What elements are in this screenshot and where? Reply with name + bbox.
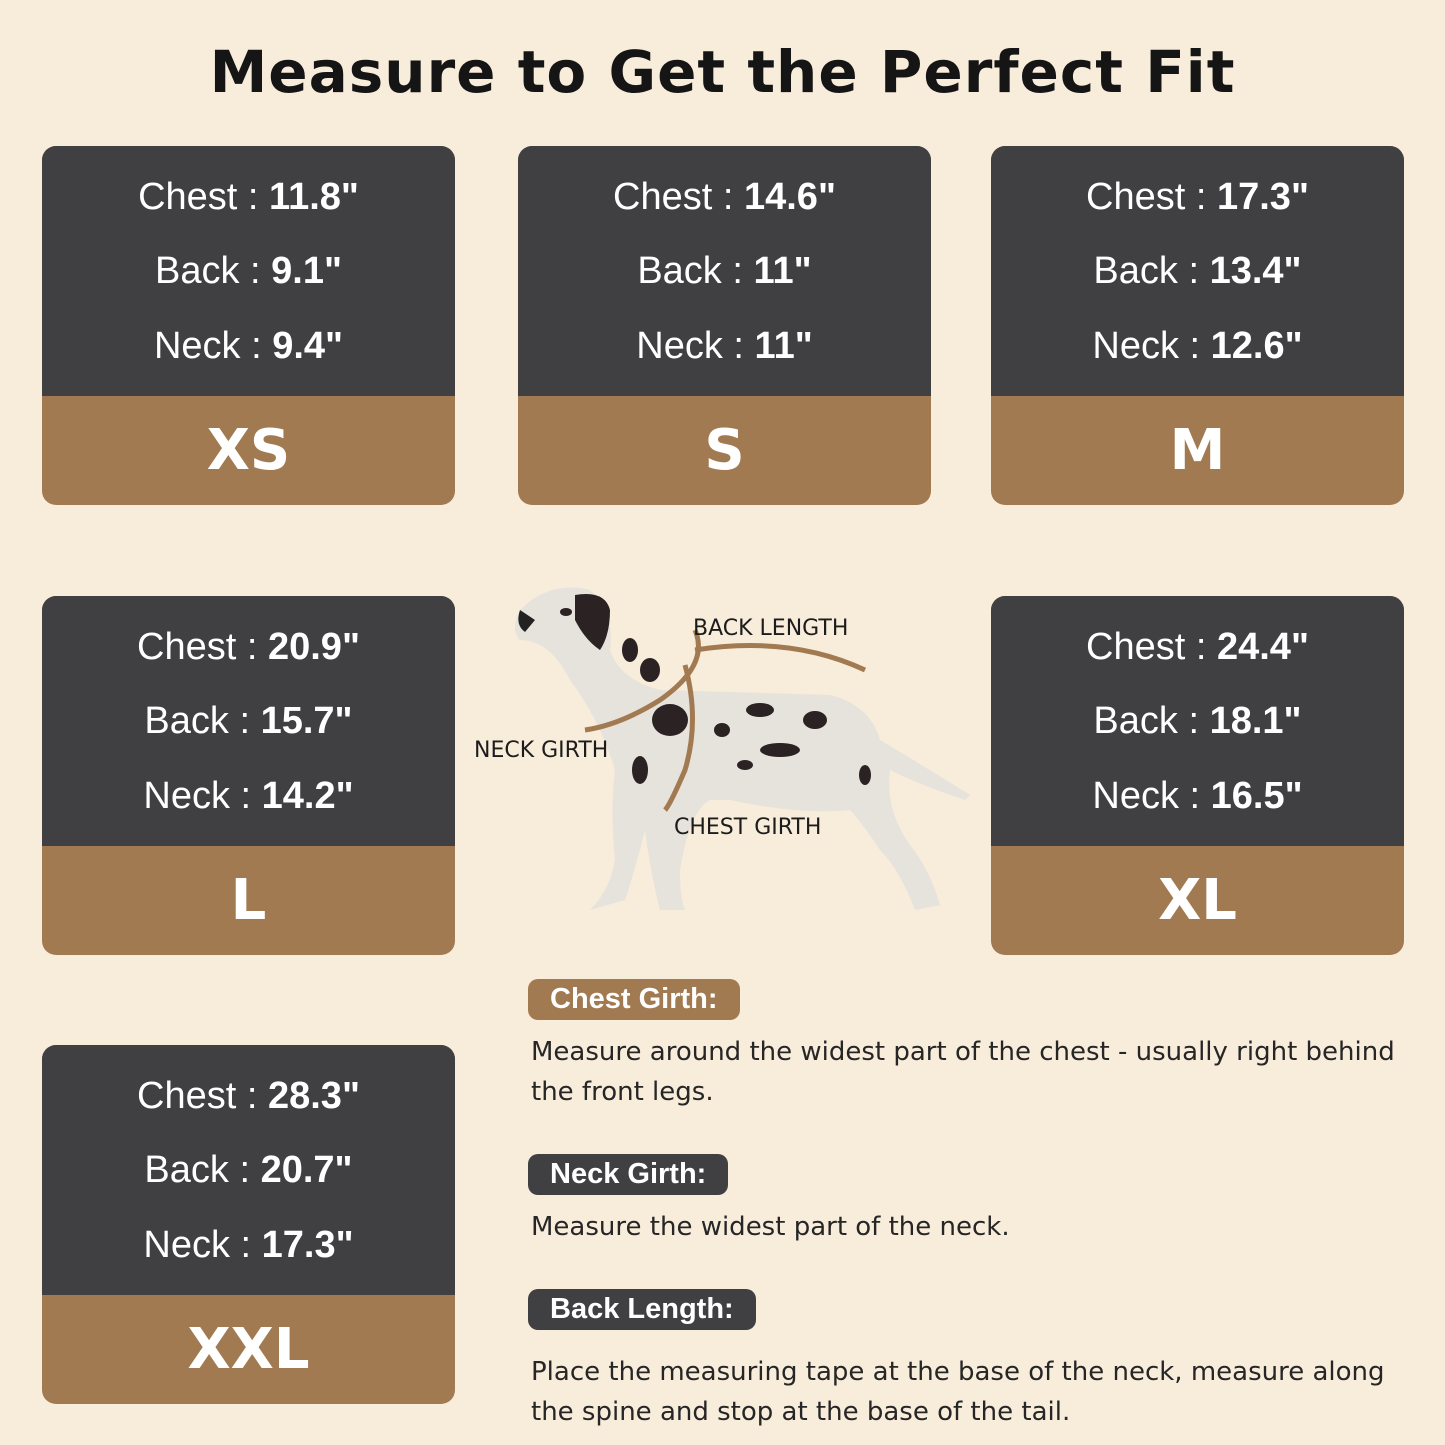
neck-row: Neck : 16.5" — [1092, 775, 1302, 818]
neck-label: Neck : — [1092, 775, 1211, 818]
measurements: Chest : 24.4" Back : 18.1" Neck : 16.5" — [991, 596, 1404, 846]
back-label: Back : — [155, 250, 272, 293]
chest-row: Chest : 14.6" — [613, 176, 836, 219]
neck-value: 17.3" — [261, 1224, 354, 1267]
neck-row: Neck : 11" — [636, 325, 812, 368]
back-length-heading: Back Length: — [528, 1289, 756, 1330]
neck-row: Neck : 17.3" — [143, 1224, 353, 1267]
back-row: Back : 15.7" — [144, 700, 352, 743]
back-label: Back : — [1093, 250, 1210, 293]
size-label: M — [1169, 418, 1226, 483]
neck-row: Neck : 12.6" — [1092, 325, 1302, 368]
back-length-label: BACK LENGTH — [693, 616, 849, 641]
neck-row: Neck : 14.2" — [143, 775, 353, 818]
measurements: Chest : 14.6" Back : 11" Neck : 11" — [518, 146, 931, 396]
neck-label: Neck : — [1092, 325, 1211, 368]
measurements: Chest : 28.3" Back : 20.7" Neck : 17.3" — [42, 1045, 455, 1295]
neck-value: 9.4" — [272, 325, 344, 368]
size-card-xl: Chest : 24.4" Back : 18.1" Neck : 16.5" XL — [991, 596, 1404, 955]
back-row: Back : 11" — [637, 250, 811, 293]
chest-label: Chest : — [1086, 175, 1217, 218]
chest-value: 14.6" — [743, 175, 836, 218]
size-card-xxl: Chest : 28.3" Back : 20.7" Neck : 17.3" XXL — [42, 1045, 455, 1404]
back-row: Back : 9.1" — [155, 250, 342, 293]
back-label: Back : — [144, 700, 261, 743]
page-title: Measure to Get the Perfect Fit — [209, 38, 1236, 106]
measurements: Chest : 11.8" Back : 9.1" Neck : 9.4" — [42, 146, 455, 396]
size-card-l: Chest : 20.9" Back : 15.7" Neck : 14.2" L — [42, 596, 455, 955]
neck-value: 14.2" — [261, 775, 354, 818]
measurements: Chest : 17.3" Back : 13.4" Neck : 12.6" — [991, 146, 1404, 396]
back-value: 15.7" — [260, 700, 353, 743]
size-label: XL — [1158, 868, 1237, 933]
chest-label: Chest : — [613, 175, 744, 218]
back-label: Back : — [637, 250, 754, 293]
back-row: Back : 20.7" — [144, 1149, 352, 1192]
chest-row: Chest : 24.4" — [1086, 626, 1309, 669]
back-label: Back : — [1093, 700, 1210, 743]
size-card-s: Chest : 14.6" Back : 11" Neck : 11" S — [518, 146, 931, 505]
neck-girth-label: NECK GIRTH — [474, 738, 609, 763]
chest-row: Chest : 17.3" — [1086, 176, 1309, 219]
size-label: XXL — [187, 1317, 310, 1382]
back-row: Back : 13.4" — [1093, 250, 1301, 293]
chest-girth-text: Measure around the widest part of the ch… — [531, 1037, 1395, 1107]
chest-label: Chest : — [137, 1074, 268, 1117]
back-value: 20.7" — [260, 1149, 353, 1192]
chest-girth-label: CHEST GIRTH — [674, 815, 822, 840]
neck-girth-text: Measure the widest part of the neck. — [531, 1212, 1010, 1242]
chest-girth-heading: Chest Girth: — [528, 979, 740, 1020]
neck-row: Neck : 9.4" — [154, 325, 343, 368]
measurements: Chest : 20.9" Back : 15.7" Neck : 14.2" — [42, 596, 455, 846]
size-label: XS — [206, 418, 291, 483]
chest-value: 20.9" — [267, 625, 360, 668]
size-card-xs: Chest : 11.8" Back : 9.1" Neck : 9.4" XS — [42, 146, 455, 505]
back-label: Back : — [144, 1149, 261, 1192]
neck-value: 12.6" — [1210, 325, 1303, 368]
chest-value: 24.4" — [1216, 625, 1309, 668]
neck-value: 16.5" — [1210, 775, 1303, 818]
neck-label: Neck : — [153, 325, 273, 368]
neck-value: 11" — [754, 325, 813, 368]
neck-label: Neck : — [143, 775, 262, 818]
chest-row: Chest : 11.8" — [138, 176, 359, 219]
back-value: 9.1" — [271, 250, 342, 293]
neck-girth-heading: Neck Girth: — [528, 1154, 729, 1195]
size-label: S — [704, 418, 745, 483]
back-value: 11" — [753, 250, 812, 293]
chest-row: Chest : 20.9" — [137, 626, 360, 669]
neck-label: Neck : — [143, 1224, 262, 1267]
chest-value: 28.3" — [267, 1074, 360, 1117]
chest-row: Chest : 28.3" — [137, 1075, 360, 1118]
back-length-text: Place the measuring tape at the base of … — [531, 1357, 1385, 1427]
chest-value: 11.8" — [269, 175, 359, 218]
chest-label: Chest : — [138, 175, 270, 218]
size-card-m: Chest : 17.3" Back : 13.4" Neck : 12.6" M — [991, 146, 1404, 505]
chest-label: Chest : — [137, 625, 268, 668]
back-value: 13.4" — [1209, 250, 1302, 293]
chest-value: 17.3" — [1216, 175, 1309, 218]
back-value: 18.1" — [1209, 700, 1302, 743]
chest-label: Chest : — [1086, 625, 1217, 668]
back-row: Back : 18.1" — [1093, 700, 1301, 743]
neck-label: Neck : — [636, 325, 755, 368]
size-label: L — [230, 868, 267, 933]
dalmatian-diagram — [515, 587, 970, 910]
